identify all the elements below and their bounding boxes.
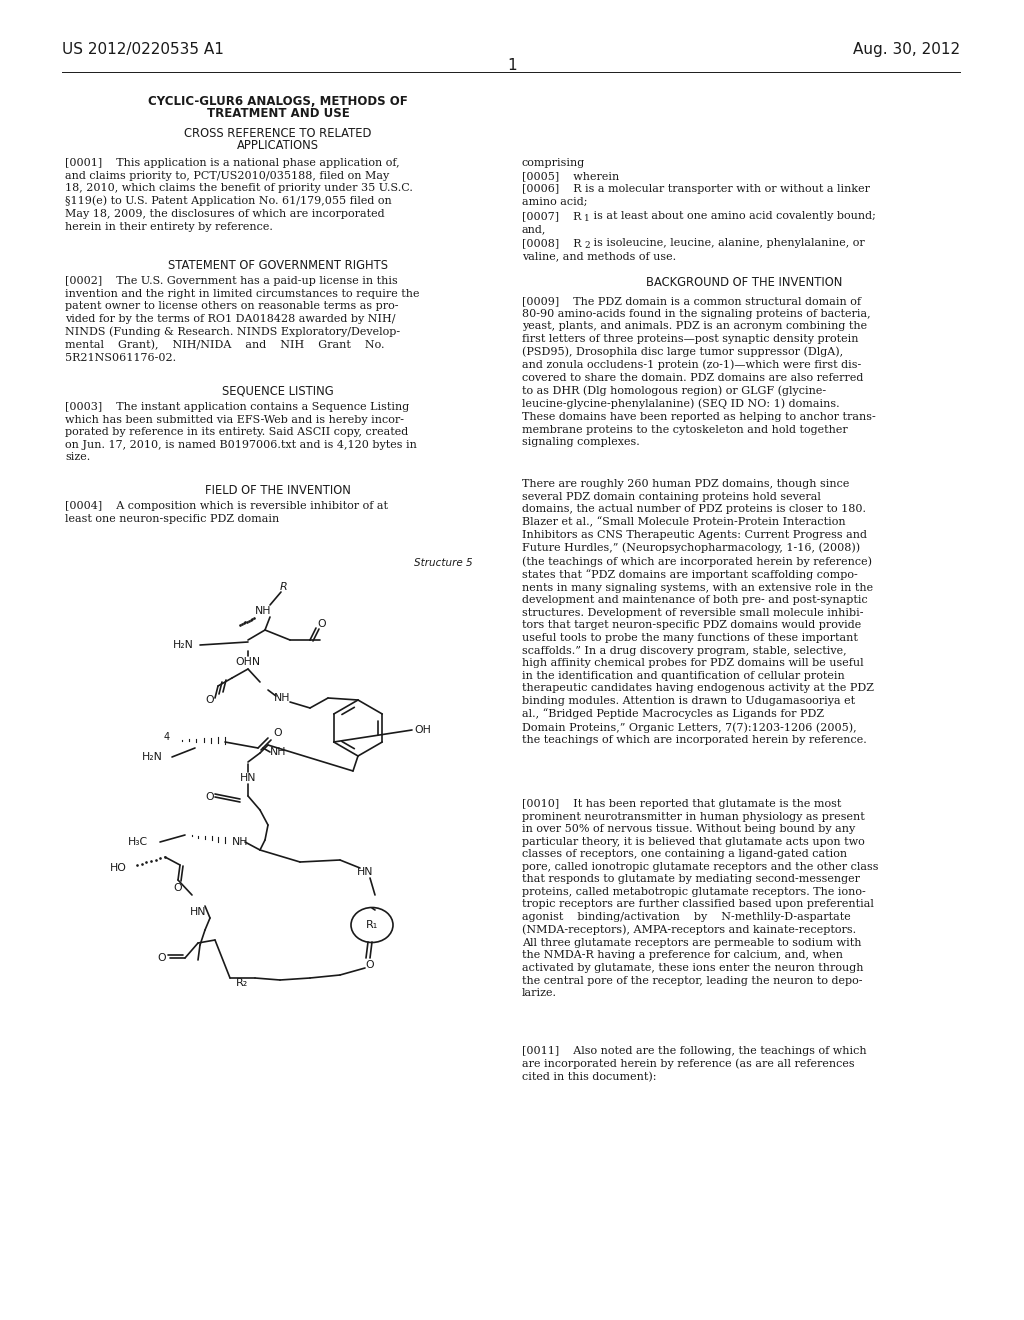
Text: NH: NH (255, 606, 271, 616)
Text: NH: NH (269, 747, 287, 756)
Text: O: O (317, 619, 327, 630)
Text: and,: and, (522, 224, 547, 234)
Text: [0011]    Also noted are the following, the teachings of which
are incorporated : [0011] Also noted are the following, the… (522, 1045, 866, 1082)
Text: is isoleucine, leucine, alanine, phenylalanine, or: is isoleucine, leucine, alanine, phenyla… (590, 238, 864, 248)
Text: [0007]    R: [0007] R (522, 211, 582, 220)
Text: R: R (281, 582, 288, 591)
Text: [0010]    It has been reported that glutamate is the most
prominent neurotransmi: [0010] It has been reported that glutama… (522, 799, 879, 998)
Text: H₃C: H₃C (128, 837, 148, 847)
Text: HN: HN (240, 774, 256, 783)
Text: is at least about one amino acid covalently bound;: is at least about one amino acid covalen… (590, 211, 876, 220)
Text: 4: 4 (164, 733, 170, 742)
Text: OH: OH (414, 725, 431, 735)
Text: [0005]    wherein: [0005] wherein (522, 172, 620, 181)
Text: [0003]    The instant application contains a Sequence Listing
which has been sub: [0003] The instant application contains … (65, 403, 417, 462)
Text: comprising: comprising (522, 158, 586, 168)
Text: Structure 5: Structure 5 (415, 558, 473, 568)
Text: HN: HN (189, 907, 206, 917)
Text: 2: 2 (584, 242, 590, 249)
Text: [0002]    The U.S. Government has a paid-up license in this
invention and the ri: [0002] The U.S. Government has a paid-up… (65, 276, 420, 363)
Text: H₂N: H₂N (141, 752, 163, 762)
Text: [0009]    The PDZ domain is a common structural domain of
80-90 amino-acids foun: [0009] The PDZ domain is a common struct… (522, 296, 876, 447)
Text: There are roughly 260 human PDZ domains, though since
several PDZ domain contain: There are roughly 260 human PDZ domains,… (522, 479, 873, 746)
Text: [0001]    This application is a national phase application of,
and claims priori: [0001] This application is a national ph… (65, 158, 413, 231)
Text: [0008]    R: [0008] R (522, 238, 582, 248)
Text: O: O (206, 792, 214, 803)
Text: APPLICATIONS: APPLICATIONS (237, 139, 319, 152)
Text: CYCLIC-GLUR6 ANALOGS, METHODS OF: CYCLIC-GLUR6 ANALOGS, METHODS OF (148, 95, 408, 108)
Text: NH: NH (232, 837, 249, 847)
Text: TREATMENT AND USE: TREATMENT AND USE (207, 107, 349, 120)
Text: BACKGROUND OF THE INVENTION: BACKGROUND OF THE INVENTION (646, 276, 842, 289)
Text: R₁: R₁ (366, 920, 378, 931)
Text: OHN: OHN (236, 657, 260, 667)
Text: 1: 1 (584, 214, 590, 223)
Text: 1: 1 (507, 58, 517, 73)
Text: R₂: R₂ (236, 978, 248, 987)
Text: O: O (366, 960, 375, 970)
Text: O: O (273, 729, 283, 738)
Text: O: O (206, 696, 214, 705)
Text: STATEMENT OF GOVERNMENT RIGHTS: STATEMENT OF GOVERNMENT RIGHTS (168, 259, 388, 272)
Text: Aug. 30, 2012: Aug. 30, 2012 (853, 42, 961, 57)
Text: H₂N: H₂N (173, 640, 194, 649)
Text: US 2012/0220535 A1: US 2012/0220535 A1 (62, 42, 224, 57)
Text: CROSS REFERENCE TO RELATED: CROSS REFERENCE TO RELATED (184, 127, 372, 140)
Text: valine, and methods of use.: valine, and methods of use. (522, 251, 676, 261)
Text: HO: HO (110, 863, 126, 873)
Text: O: O (158, 953, 166, 964)
Text: NH: NH (273, 693, 290, 704)
Text: SEQUENCE LISTING: SEQUENCE LISTING (222, 385, 334, 399)
Text: HN: HN (356, 867, 374, 876)
Text: FIELD OF THE INVENTION: FIELD OF THE INVENTION (205, 484, 351, 498)
Text: [0004]    A composition which is reversible inhibitor of at
least one neuron-spe: [0004] A composition which is reversible… (65, 502, 388, 524)
Text: [0006]    R is a molecular transporter with or without a linker
amino acid;: [0006] R is a molecular transporter with… (522, 183, 870, 206)
Text: O: O (174, 883, 182, 894)
